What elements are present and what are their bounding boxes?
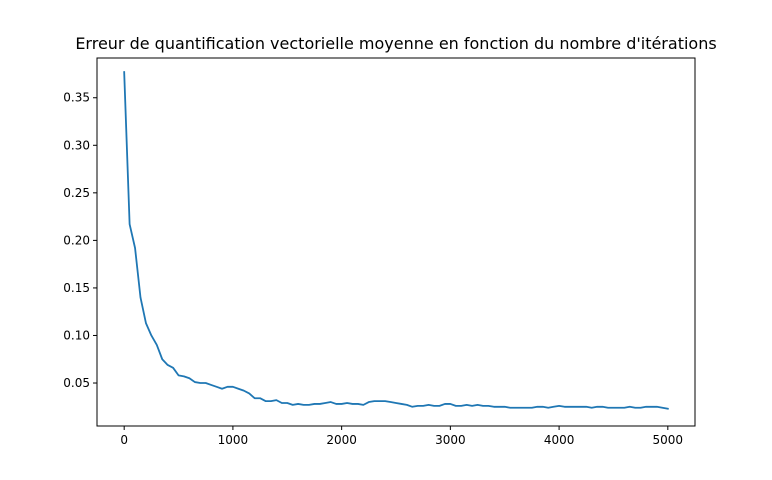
- series-line: [123, 71, 669, 410]
- y-tick-label: 0.25: [63, 186, 90, 200]
- x-tick-label: 5000: [653, 433, 684, 447]
- x-tick-label: 1000: [218, 433, 249, 447]
- y-axis: 0.05 0.10 0.15 0.20 0.25 0.30 0.35: [63, 91, 97, 390]
- x-tick-label: 2000: [326, 433, 357, 447]
- y-tick-label: 0.15: [63, 281, 90, 295]
- chart-title: Erreur de quantification vectorielle moy…: [75, 34, 716, 53]
- y-tick-label: 0.30: [63, 138, 90, 152]
- y-tick-label: 0.05: [63, 376, 90, 390]
- x-axis: 0 1000 2000 3000 4000 5000: [120, 426, 683, 447]
- y-tick-label: 0.20: [63, 233, 90, 247]
- x-tick-label: 3000: [435, 433, 466, 447]
- x-tick-label: 4000: [544, 433, 575, 447]
- y-tick-label: 0.35: [63, 91, 90, 105]
- x-tick-label: 0: [120, 433, 128, 447]
- plot-area: [96, 57, 696, 427]
- axes-frame: [96, 57, 696, 427]
- y-tick-label: 0.10: [63, 328, 90, 342]
